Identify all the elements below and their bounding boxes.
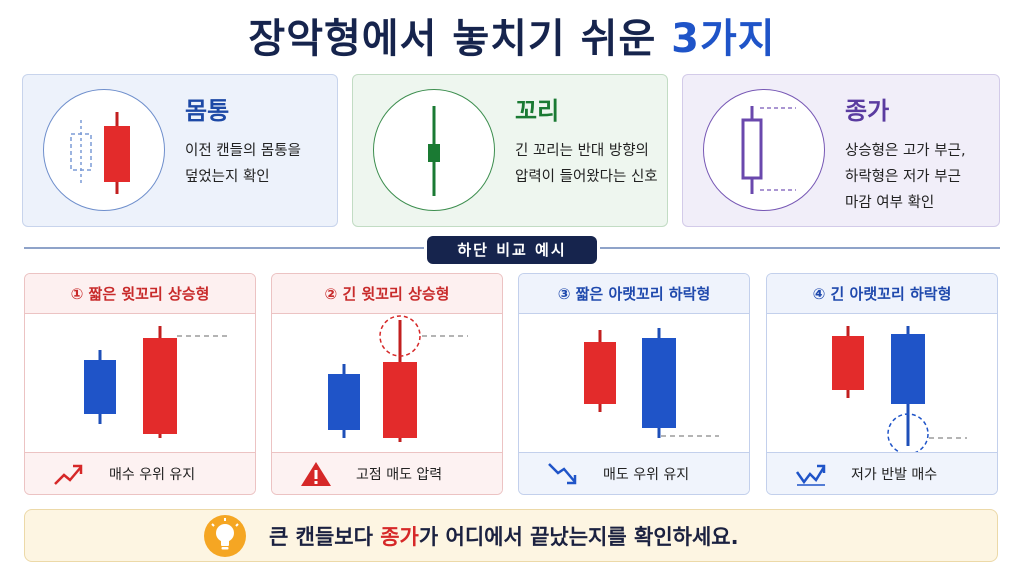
panel-footer: 고점 매도 압력 bbox=[272, 452, 502, 494]
card-desc-body: 이전 캔들의 몸통을 덮었는지 확인 bbox=[185, 143, 301, 185]
rebound-up-icon bbox=[795, 464, 826, 486]
panel-chart bbox=[84, 326, 227, 438]
title-accent: 3가지 bbox=[671, 16, 776, 62]
card-title-close: 종가 bbox=[845, 97, 890, 125]
panel-short-lower-wick-bearish: ③ 짧은 아랫꼬리 하락형 매도 우위 유지 bbox=[518, 273, 750, 495]
card-close: 종가 상승형은 고가 부근, 하락형은 저가 부근 마감 여부 확인 bbox=[682, 74, 1000, 227]
card-title-body: 몸통 bbox=[185, 97, 230, 125]
title-prefix: 장악형에서 놓치기 쉬운 bbox=[248, 16, 672, 62]
candle-body-bullish bbox=[832, 336, 864, 390]
panel-chart bbox=[328, 315, 468, 442]
panel-long-upper-wick-bullish: ② 긴 윗꼬리 상승형 고점 매도 압력 bbox=[271, 273, 503, 495]
panel-footer: 저가 반발 매수 bbox=[767, 452, 997, 494]
panel-footer-text: 저가 반발 매수 bbox=[851, 466, 938, 483]
page-title: 장악형에서 놓치기 쉬운 3가지 bbox=[0, 6, 1024, 64]
close-price-candle-icon bbox=[703, 89, 825, 211]
panel-title: ③ 짧은 아랫꼬리 하락형 bbox=[519, 274, 749, 314]
candle-body-bearish bbox=[891, 334, 925, 404]
trend-up-icon bbox=[54, 464, 83, 485]
panel-title: ② 긴 윗꼬리 상승형 bbox=[272, 274, 502, 314]
panel-short-upper-wick-bullish: ① 짧은 윗꼬리 상승형 매수 우위 유지 bbox=[24, 273, 256, 495]
candle-wick-icon bbox=[373, 89, 495, 211]
tip-text-before: 큰 캔들보다 bbox=[269, 524, 381, 549]
card-desc-tail: 긴 꼬리는 반대 방향의 압력이 들어왔다는 신호 bbox=[515, 143, 658, 185]
panel-footer: 매수 우위 유지 bbox=[25, 452, 255, 494]
candle-body-bullish bbox=[584, 342, 616, 404]
tip-text-after: 가 어디에서 끝났는지를 확인하세요. bbox=[418, 524, 739, 549]
wick-highlight-circle bbox=[887, 413, 929, 454]
candle-body-bullish bbox=[143, 338, 177, 434]
divider-right bbox=[600, 247, 1000, 249]
panel-footer-text: 매수 우위 유지 bbox=[109, 466, 196, 483]
panel-title: ① 짧은 윗꼬리 상승형 bbox=[25, 274, 255, 314]
warning-icon bbox=[301, 461, 331, 486]
candle-body-bearish bbox=[328, 374, 360, 430]
card-tail: 꼬리 긴 꼬리는 반대 방향의 압력이 들어왔다는 신호 bbox=[352, 74, 668, 227]
card-title-tail: 꼬리 bbox=[515, 97, 560, 125]
panel-chart bbox=[832, 326, 967, 454]
divider-left bbox=[24, 247, 424, 249]
candle-body-bearish bbox=[642, 338, 676, 428]
panel-footer: 매도 우위 유지 bbox=[519, 452, 749, 494]
panel-long-lower-wick-bearish: ④ 긴 아랫꼬리 하락형 저가 반발 매수 bbox=[766, 273, 998, 495]
panel-title: ④ 긴 아랫꼬리 하락형 bbox=[767, 274, 997, 314]
tip-text-highlight: 종가 bbox=[380, 524, 419, 549]
candle-body-bearish bbox=[84, 360, 116, 414]
lightbulb-icon bbox=[204, 514, 246, 557]
card-body: 몸통 이전 캔들의 몸통을 덮었는지 확인 bbox=[22, 74, 338, 227]
candle-body-bullish bbox=[383, 362, 417, 438]
panel-footer-text: 매도 우위 유지 bbox=[603, 466, 690, 483]
wick-highlight-circle bbox=[379, 315, 421, 357]
panel-chart bbox=[584, 328, 719, 438]
trend-down-icon bbox=[548, 462, 577, 484]
tip-bar: 큰 캔들보다 종가가 어디에서 끝났는지를 확인하세요. bbox=[24, 509, 998, 562]
section-label: 하단 비교 예시 bbox=[427, 236, 597, 264]
engulfing-candles-icon bbox=[43, 89, 165, 211]
tip-text: 큰 캔들보다 종가가 어디에서 끝났는지를 확인하세요. bbox=[269, 521, 739, 551]
panel-footer-text: 고점 매도 압력 bbox=[356, 466, 443, 483]
card-desc-close: 상승형은 고가 부근, 하락형은 저가 부근 마감 여부 확인 bbox=[845, 143, 966, 211]
